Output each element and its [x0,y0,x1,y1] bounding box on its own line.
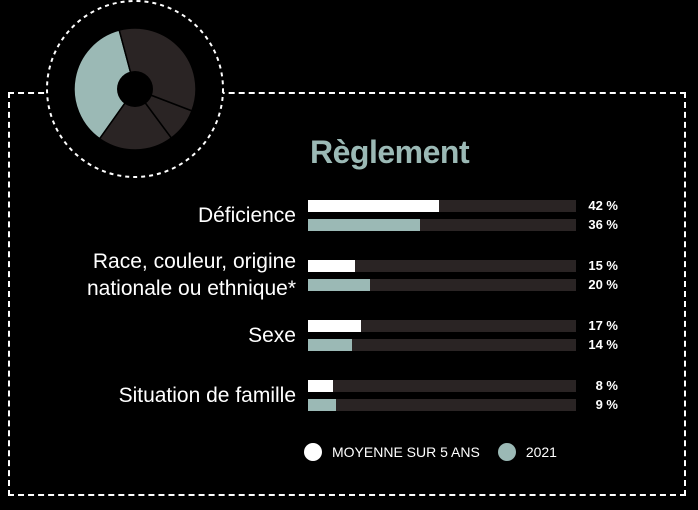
bar-2021 [308,219,420,231]
bar-track [308,380,576,392]
bar-avg [308,260,355,272]
category-label-2: Sexe [248,322,296,349]
legend-swatch-year [497,443,516,461]
legend-label-year: 2021 [525,444,557,460]
legend: MOYENNE SUR 5 ANS 2021 [304,443,575,461]
value-label-2021: 14 % [588,337,618,352]
bar-track [308,320,576,332]
bar-track [308,260,576,272]
donut-hole [117,71,153,107]
legend-item-avg: MOYENNE SUR 5 ANS [304,443,480,461]
value-label-2021: 36 % [588,217,618,232]
category-label-line: Situation de famille [118,383,296,407]
bar-2021 [308,339,352,351]
category-label-line: Déficience [197,203,296,227]
value-label-2021: 9 % [595,397,618,412]
bar-avg [308,320,361,332]
bar-avg [308,200,439,212]
donut-svg [46,0,224,178]
donut-chart [46,0,224,178]
category-label-0: Déficience [198,202,296,229]
bar-track [308,200,576,212]
bar-2021 [308,399,336,411]
legend-label-avg: MOYENNE SUR 5 ANS [332,444,480,460]
category-label-1: Race, couleur, origine nationale ou ethni… [87,248,296,302]
legend-swatch-avg [304,443,322,461]
category-label-line: Race, couleur, origine [92,250,296,273]
bar-track [308,399,576,411]
donut-slice-1 [98,87,173,151]
value-label-avg: 15 % [588,258,618,273]
donut-slice-0 [73,29,136,140]
chart-frame [8,92,686,496]
value-label-avg: 42 % [588,198,618,213]
value-label-avg: 17 % [588,318,618,333]
bar-2021 [308,279,371,291]
category-label-line: nationale ou ethnique* [86,277,296,300]
chart-title: Règlement [310,134,470,170]
bar-track [308,339,576,351]
value-label-2021: 20 % [588,277,618,292]
bar-track [308,219,576,231]
bar-avg [308,380,333,392]
value-label-avg: 8 % [595,378,618,393]
category-label-3: Situation de famille [119,382,296,409]
legend-item-year: 2021 [497,443,557,461]
bar-track [308,279,576,291]
category-label-line: Sexe [248,323,296,347]
